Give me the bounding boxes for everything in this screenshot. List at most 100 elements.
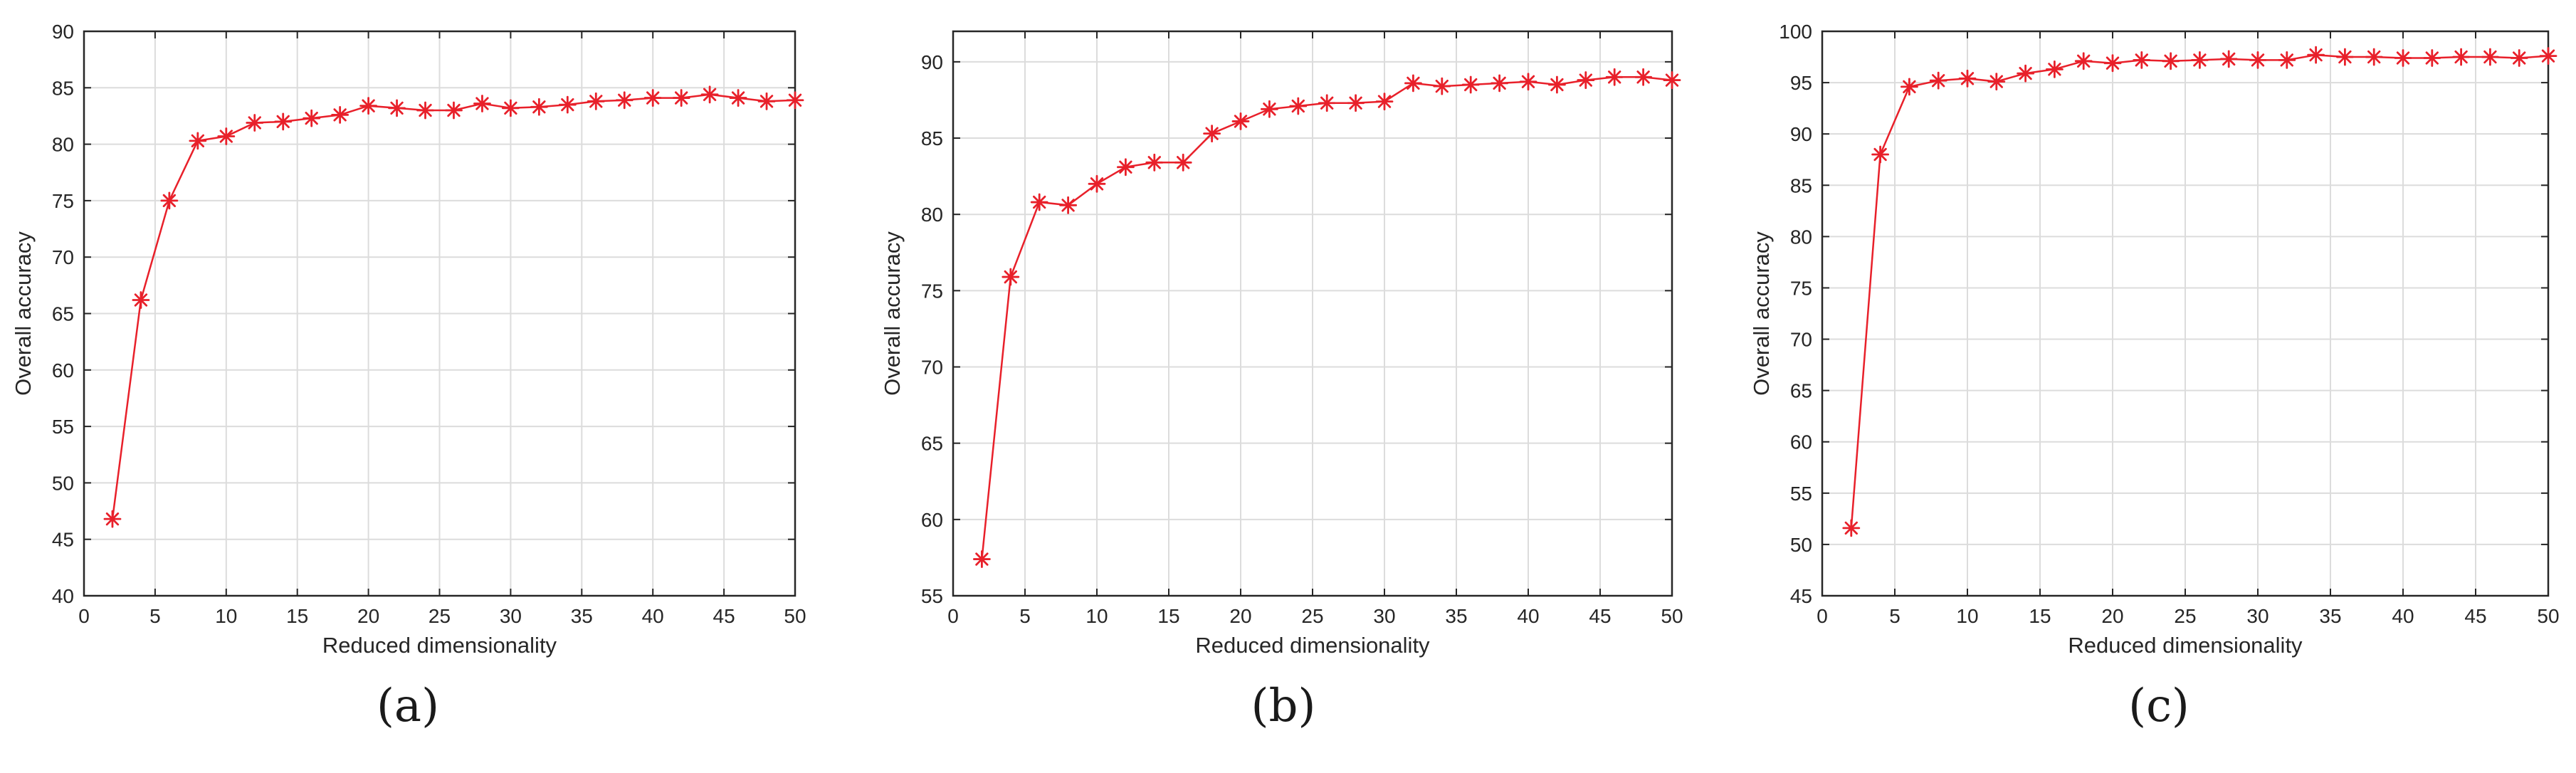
data-point (1203, 125, 1221, 142)
data-point (445, 101, 463, 120)
x-tick-label: 25 (2174, 605, 2196, 627)
data-point (1519, 73, 1537, 91)
chart-svg-b: 0 5 10 15 20 25 30 35 40 45 50 55 60 65 70 75 80 85 90 Redu… (880, 30, 1683, 658)
data-point (2452, 48, 2470, 66)
y-tick-label: 90 (1790, 123, 1812, 145)
y-tick-label: 70 (52, 246, 74, 268)
y-axis-label: Overall accuracy (1749, 231, 1774, 396)
x-tick-label: 50 (2537, 605, 2559, 627)
data-point (1900, 78, 1918, 96)
y-axis-label: Overall accuracy (11, 231, 36, 396)
data-point (972, 550, 991, 568)
x-tick-label: 35 (1445, 605, 1467, 627)
chart-svg-c: 0 5 10 15 20 25 30 35 40 45 50 45 50 55 60 65 70 75 80 85 90… (1749, 21, 2560, 658)
data-point (1634, 68, 1652, 86)
x-tick-label: 5 (1889, 605, 1901, 627)
data-point (558, 95, 577, 114)
series-markers (103, 85, 804, 528)
y-tick-label: 95 (1790, 72, 1812, 94)
y-tick-label: 65 (52, 303, 74, 325)
x-tick-label: 25 (429, 605, 451, 627)
data-point (473, 95, 491, 112)
data-point (786, 91, 804, 110)
data-point (1116, 158, 1135, 177)
data-point (160, 191, 179, 210)
y-tick-label: 55 (52, 416, 74, 438)
x-tick-label: 35 (2319, 605, 2341, 627)
data-point (2394, 49, 2412, 67)
series-markers (972, 68, 1681, 568)
x-tick-label: 45 (2464, 605, 2486, 627)
y-tick-label: 80 (52, 134, 74, 156)
caption-c: (c) (2128, 680, 2189, 732)
data-point (2336, 48, 2354, 66)
data-point (1289, 97, 1308, 115)
x-tick-label: 0 (78, 605, 90, 627)
caption-b: (b) (1251, 680, 1316, 732)
y-tick-label: 90 (52, 21, 74, 43)
data-point (132, 291, 150, 309)
data-point (1929, 71, 1947, 90)
series-line (1850, 53, 2549, 528)
data-point (1347, 94, 1365, 112)
ticks: 0 5 10 15 20 25 30 35 40 45 50 45 50 55 60 65 70 75 80 85 90… (1779, 21, 2559, 627)
data-point (615, 91, 634, 110)
x-tick-label: 5 (149, 605, 161, 627)
data-point (2074, 52, 2093, 70)
x-tick-label: 5 (1019, 605, 1031, 627)
data-point (1261, 100, 1278, 118)
y-tick-label: 55 (1790, 483, 1812, 505)
y-tick-label: 100 (1779, 21, 1812, 43)
data-point (2162, 52, 2180, 70)
ticks: 0 5 10 15 20 25 30 35 40 45 50 55 60 65 70 75 80 85 90 (921, 31, 1683, 627)
data-point (672, 89, 690, 107)
x-axis-label: Reduced dimensionality (1195, 633, 1430, 658)
grid-lines (952, 31, 1673, 596)
data-point (530, 98, 548, 116)
data-point (1231, 112, 1250, 130)
y-tick-label: 60 (921, 509, 943, 531)
chart-panel-a: 0 5 10 15 20 25 30 35 40 45 50 40 45 50 55 60 65 70 75 80 85… (0, 0, 858, 773)
grid-lines (83, 31, 796, 596)
data-point (1002, 268, 1020, 286)
y-tick-label: 55 (921, 585, 943, 607)
grid-lines (1821, 31, 2549, 596)
y-tick-label: 75 (1790, 277, 1812, 299)
y-tick-label: 65 (1790, 380, 1812, 402)
data-point (189, 132, 207, 150)
data-point (2423, 49, 2441, 67)
x-tick-label: 45 (713, 605, 735, 627)
x-tick-label: 30 (500, 605, 522, 627)
data-point (1059, 196, 1078, 214)
data-point (1987, 73, 2006, 91)
data-point (2249, 51, 2267, 69)
x-tick-label: 0 (1817, 605, 1828, 627)
x-tick-label: 30 (2246, 605, 2269, 627)
x-tick-label: 40 (642, 605, 664, 627)
data-point (1958, 69, 1977, 88)
ticks: 0 5 10 15 20 25 30 35 40 45 50 40 45 50 55 60 65 70 75 80 85… (52, 21, 806, 627)
data-point (1491, 74, 1508, 93)
x-tick-label: 25 (1301, 605, 1323, 627)
chart-panel-c: 0 5 10 15 20 25 30 35 40 45 50 45 50 55 60 65 70 75 80 85 90… (1717, 0, 2575, 773)
data-point (1548, 75, 1566, 94)
data-point (2103, 54, 2122, 73)
data-point (2219, 50, 2238, 68)
x-tick-label: 15 (1157, 605, 1179, 627)
y-axis-label: Overall accuracy (880, 231, 905, 396)
data-point (2278, 51, 2296, 69)
y-tick-label: 85 (1790, 174, 1812, 196)
x-tick-label: 15 (2029, 605, 2051, 627)
data-point (2539, 47, 2557, 65)
y-tick-label: 80 (1790, 226, 1812, 248)
data-point (1461, 75, 1480, 94)
x-tick-label: 40 (2392, 605, 2414, 627)
data-point (1088, 174, 1106, 193)
data-point (2365, 48, 2383, 66)
y-tick-label: 85 (921, 127, 943, 149)
data-point (2481, 48, 2499, 66)
y-tick-label: 65 (921, 433, 943, 455)
y-tick-label: 45 (1790, 585, 1812, 607)
data-point (1318, 94, 1336, 112)
chart-panel-b: 0 5 10 15 20 25 30 35 40 45 50 55 60 65 70 75 80 85 90 Redu… (858, 0, 1717, 773)
